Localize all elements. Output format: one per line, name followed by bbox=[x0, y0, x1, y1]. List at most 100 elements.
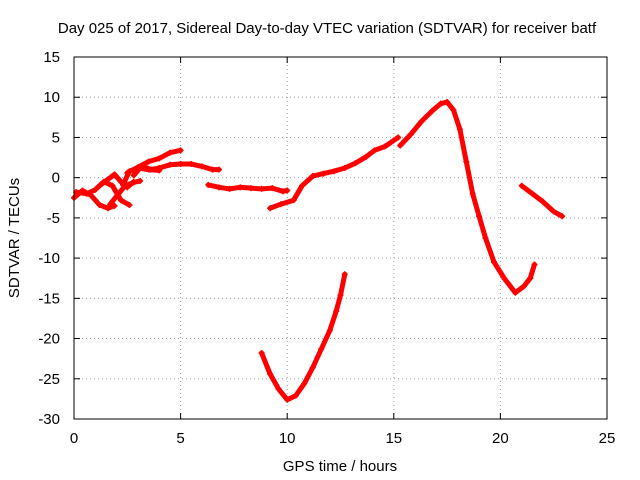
data-point bbox=[299, 182, 306, 189]
data-point bbox=[111, 171, 118, 178]
data-point bbox=[109, 182, 116, 189]
data-point bbox=[331, 168, 338, 175]
data-point bbox=[258, 185, 265, 192]
y-tick-label: -15 bbox=[38, 290, 60, 307]
data-point bbox=[284, 396, 291, 403]
data-point bbox=[320, 170, 327, 177]
data-point bbox=[126, 168, 133, 175]
y-tick-label: 15 bbox=[43, 49, 60, 66]
data-point bbox=[450, 107, 457, 114]
x-tick-label: 25 bbox=[599, 430, 616, 447]
data-point bbox=[126, 202, 133, 209]
x-tick-label: 20 bbox=[492, 430, 509, 447]
data-point bbox=[333, 308, 340, 315]
data-point bbox=[352, 160, 359, 167]
data-point bbox=[456, 126, 463, 133]
data-point bbox=[540, 198, 547, 205]
series-arc-9 bbox=[267, 134, 402, 212]
y-tick-label: -5 bbox=[47, 210, 60, 227]
data-point bbox=[145, 158, 152, 165]
data-point bbox=[137, 177, 144, 184]
data-point bbox=[215, 184, 222, 191]
data-point bbox=[98, 181, 105, 188]
chart-title: Day 025 of 2017, Sidereal Day-to-day VTE… bbox=[58, 20, 597, 37]
series-arc-10 bbox=[397, 99, 538, 296]
x-tick-label: 0 bbox=[70, 430, 78, 447]
data-point bbox=[469, 190, 476, 197]
data-point bbox=[96, 202, 103, 209]
x-tick-label: 5 bbox=[176, 430, 184, 447]
data-point bbox=[277, 201, 284, 208]
series-arc-11 bbox=[258, 271, 348, 403]
data-point bbox=[341, 165, 348, 172]
data-point bbox=[267, 205, 274, 212]
data-point bbox=[145, 166, 152, 173]
data-point bbox=[113, 193, 120, 200]
data-point bbox=[527, 275, 534, 282]
data-point bbox=[130, 179, 137, 186]
data-point bbox=[156, 155, 163, 162]
y-tick-label: -25 bbox=[38, 371, 60, 388]
data-point bbox=[205, 181, 212, 188]
data-point bbox=[501, 276, 508, 283]
y-tick-label: -20 bbox=[38, 331, 60, 348]
data-point bbox=[166, 149, 173, 156]
data-point bbox=[166, 161, 173, 168]
data-point bbox=[156, 167, 163, 174]
y-tick-label: -30 bbox=[38, 411, 60, 428]
data-point bbox=[279, 188, 286, 195]
data-point bbox=[92, 186, 99, 193]
data-point bbox=[518, 182, 525, 189]
data-point bbox=[341, 271, 348, 278]
data-point bbox=[120, 181, 127, 188]
data-point bbox=[177, 147, 184, 154]
data-point bbox=[215, 166, 222, 173]
data-point bbox=[371, 147, 378, 154]
data-point bbox=[309, 364, 316, 371]
data-point bbox=[275, 386, 282, 393]
y-tick-label: 10 bbox=[43, 89, 60, 106]
series-arc-12 bbox=[518, 182, 566, 220]
data-point bbox=[107, 201, 114, 208]
data-point bbox=[247, 185, 254, 192]
data-series bbox=[71, 99, 566, 403]
data-point bbox=[529, 190, 536, 197]
data-point bbox=[559, 213, 566, 220]
y-axis-label: SDTVAR / TECUs bbox=[6, 178, 23, 298]
data-point bbox=[267, 370, 274, 377]
x-tick-label: 15 bbox=[385, 430, 402, 447]
grid-lines bbox=[74, 57, 607, 419]
data-point bbox=[290, 197, 297, 204]
y-tick-label: 5 bbox=[52, 129, 60, 146]
data-point bbox=[292, 392, 299, 399]
series-line bbox=[397, 99, 537, 296]
data-point bbox=[482, 235, 489, 241]
data-point bbox=[177, 160, 184, 167]
data-point bbox=[437, 100, 444, 107]
x-tick-label: 10 bbox=[279, 430, 296, 447]
data-point bbox=[258, 350, 265, 357]
data-point bbox=[198, 163, 205, 170]
data-point bbox=[134, 165, 141, 172]
data-point bbox=[407, 131, 414, 138]
y-tick-label: 0 bbox=[52, 170, 60, 187]
data-point bbox=[397, 142, 404, 149]
data-point bbox=[188, 160, 195, 167]
data-point bbox=[309, 173, 316, 180]
data-point bbox=[111, 202, 118, 209]
y-tick-label: -10 bbox=[38, 250, 60, 267]
data-point bbox=[269, 185, 276, 192]
data-point bbox=[418, 118, 425, 125]
data-point bbox=[318, 346, 325, 353]
data-point bbox=[463, 158, 470, 165]
data-point bbox=[429, 107, 436, 114]
data-point bbox=[209, 166, 216, 173]
series-arc-8 bbox=[205, 181, 291, 195]
data-point bbox=[83, 190, 90, 197]
series-arc-7 bbox=[120, 165, 163, 188]
data-point bbox=[491, 259, 498, 266]
data-point bbox=[550, 208, 557, 215]
data-point bbox=[363, 153, 370, 160]
